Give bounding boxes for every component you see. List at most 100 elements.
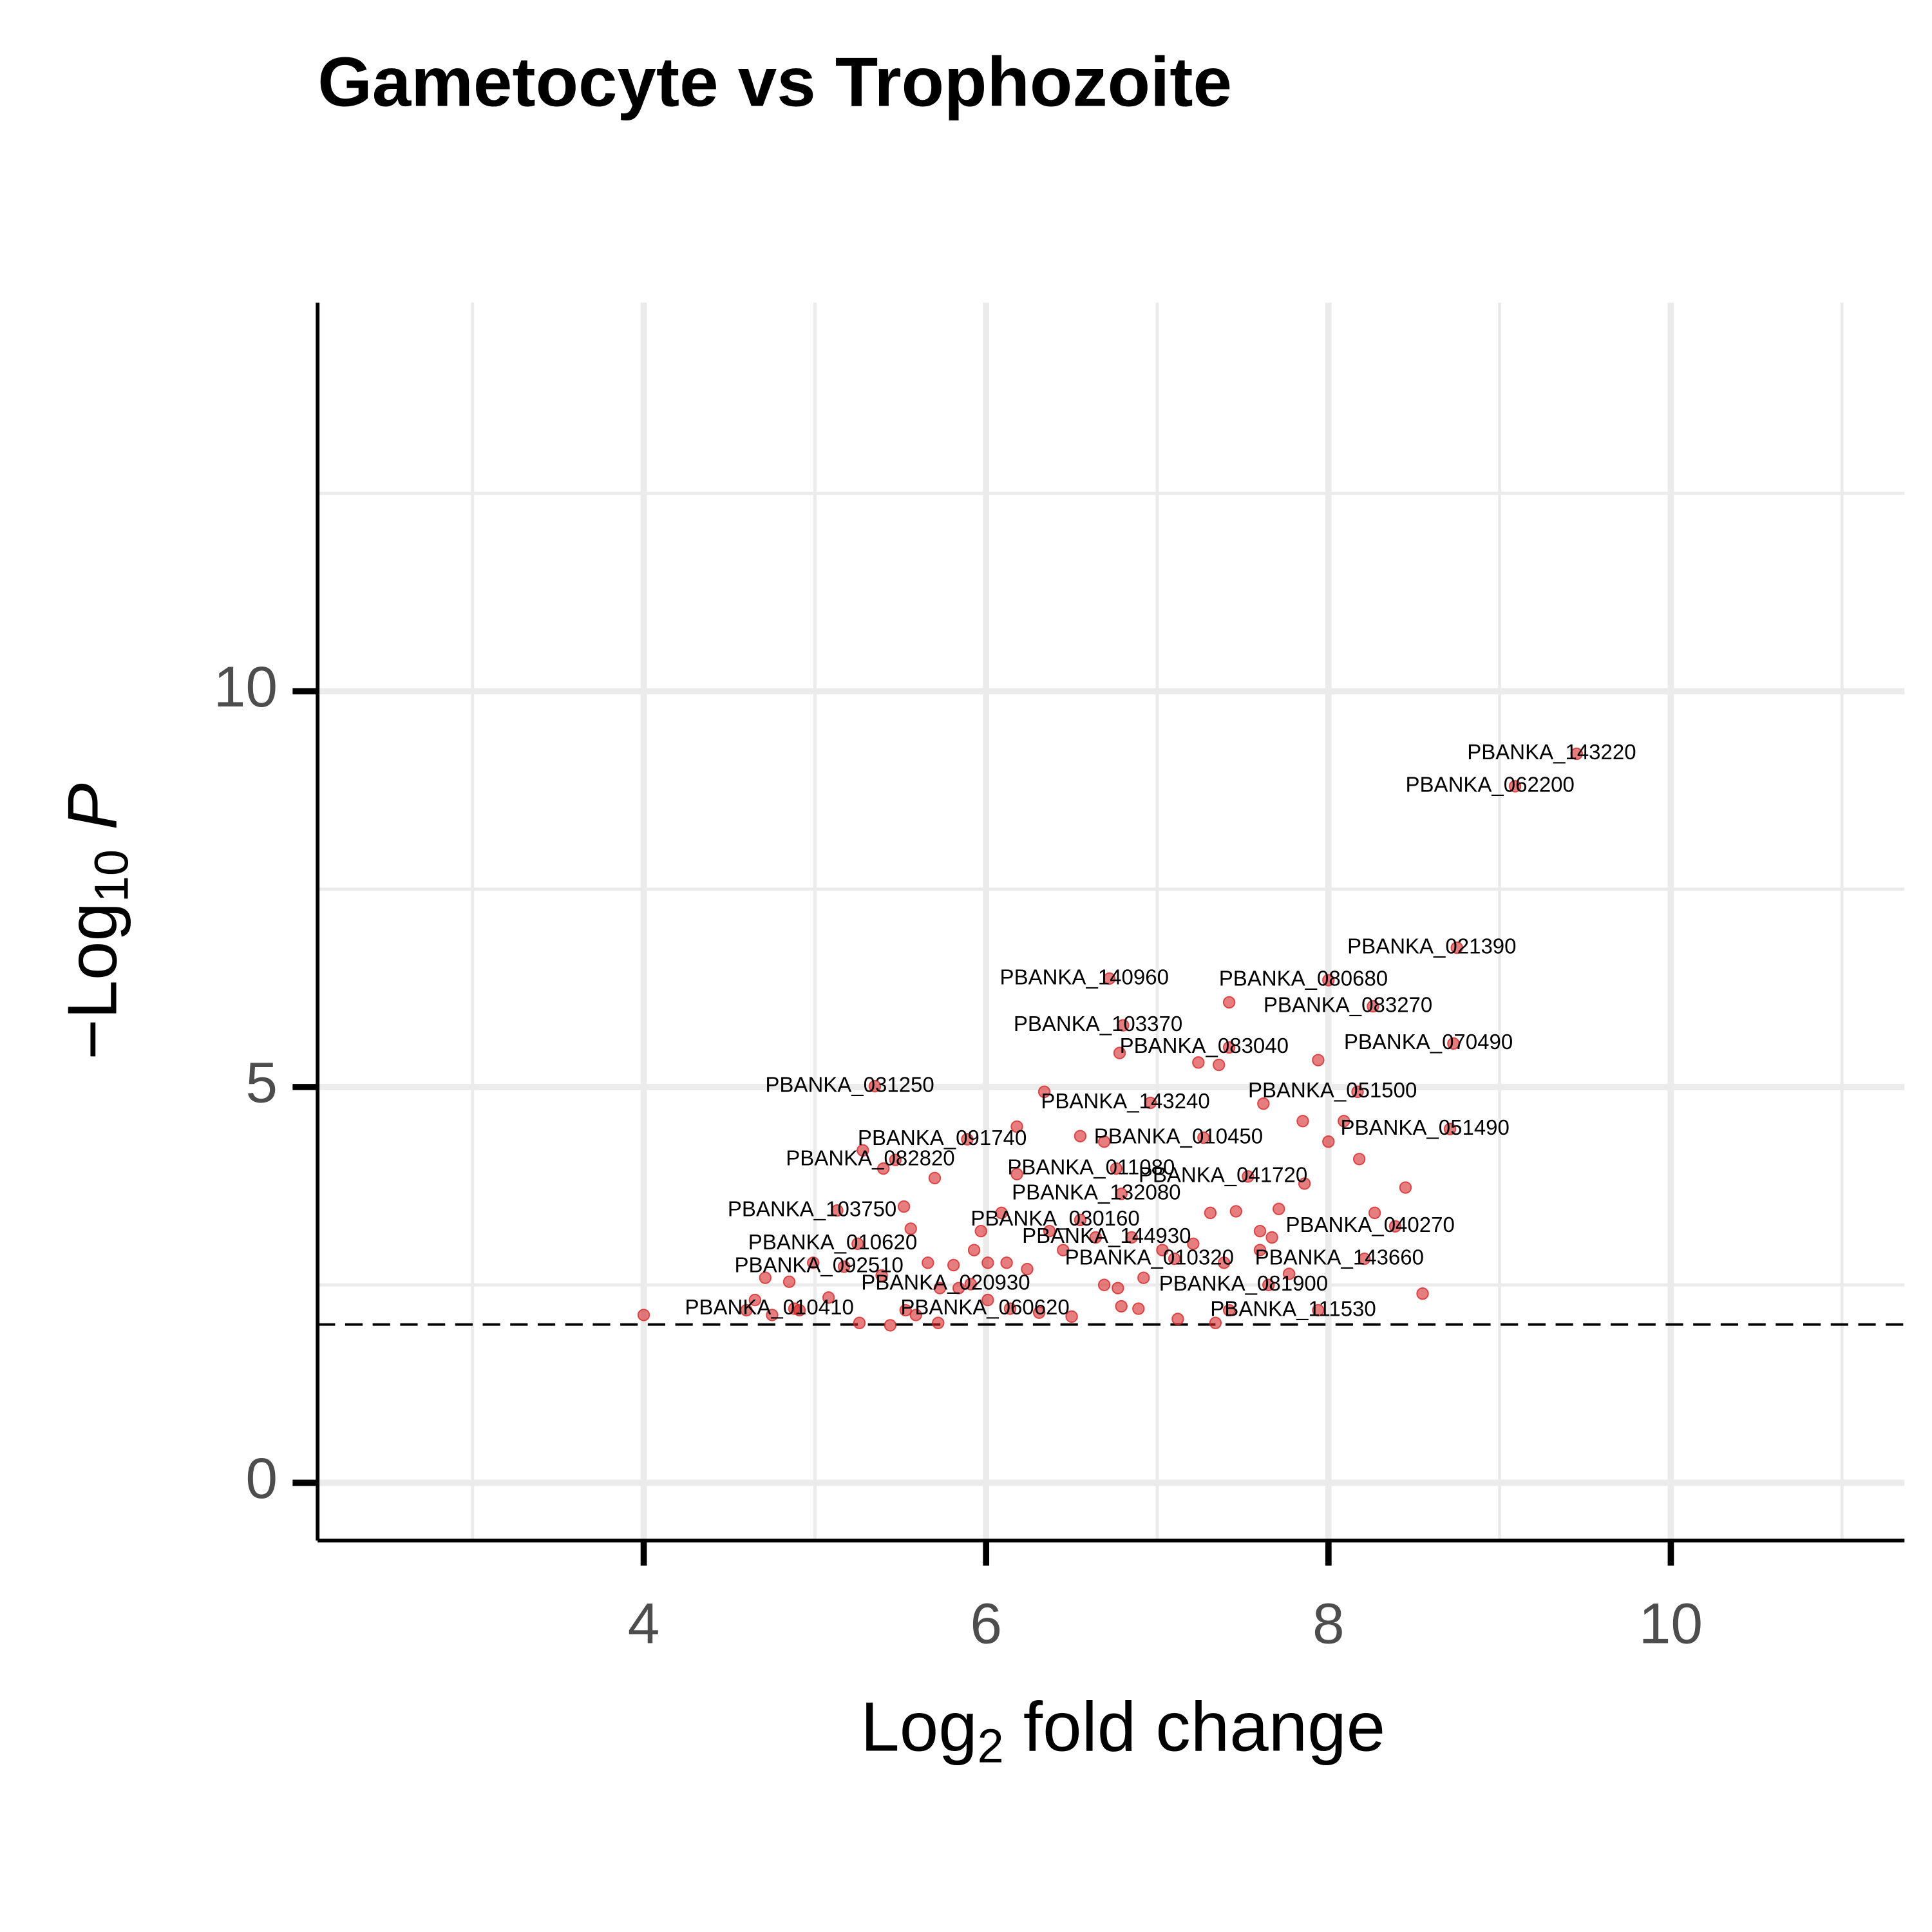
- point-label: PBANKA_132080: [1012, 1180, 1180, 1204]
- point: [1570, 747, 1583, 761]
- point: [1312, 1303, 1325, 1317]
- point: [1097, 1135, 1111, 1148]
- point: [1262, 1278, 1275, 1291]
- point: [1352, 1153, 1366, 1166]
- y-label-base: −Log: [53, 902, 131, 1060]
- point: [1450, 941, 1463, 954]
- point: [1443, 1122, 1457, 1135]
- point: [1003, 1302, 1017, 1315]
- y-label-sub: 10: [84, 849, 138, 902]
- point: [952, 1282, 965, 1294]
- point: [793, 1303, 806, 1317]
- point-label: PBANKA_091740: [858, 1126, 1027, 1150]
- point-label: PBANKA_011080: [1007, 1155, 1175, 1179]
- point: [928, 1171, 942, 1185]
- point-label: PBANKA_030160: [971, 1206, 1139, 1230]
- point: [759, 1271, 772, 1284]
- point: [1110, 1162, 1122, 1175]
- point: [1112, 1282, 1124, 1294]
- point: [1222, 996, 1236, 1009]
- point: [974, 1224, 987, 1238]
- point: [782, 1275, 796, 1289]
- point: [1117, 1019, 1130, 1032]
- point: [1115, 1188, 1128, 1200]
- point: [1192, 1056, 1205, 1069]
- point: [1021, 1262, 1034, 1276]
- point: [1010, 1168, 1023, 1180]
- point: [1010, 1120, 1023, 1133]
- point-label: PBANKA_103750: [728, 1197, 896, 1220]
- point-label: PBANKA_010410: [685, 1295, 853, 1319]
- point: [899, 1303, 912, 1317]
- point: [1229, 1205, 1242, 1218]
- x-label-rest: fold change: [1004, 1688, 1385, 1766]
- point-label: PBANKA_083270: [1264, 992, 1432, 1016]
- point-label: PBANKA_020930: [861, 1271, 1030, 1294]
- x-tick-label: 8: [1312, 1591, 1345, 1656]
- point: [1156, 1244, 1169, 1256]
- plot-area: 4 6 8 10 0 5 10 PBANKA_143220 PBANKA_062200 PBANK…: [214, 302, 1905, 1656]
- point-label: PBANKA_103370: [1014, 1012, 1182, 1036]
- point: [1103, 972, 1116, 985]
- point-label: PBANKA_143240: [1041, 1089, 1209, 1113]
- point-label: PBANKA_070490: [1344, 1030, 1513, 1054]
- point: [1097, 1278, 1111, 1291]
- point: [909, 1309, 922, 1321]
- point: [897, 1200, 911, 1213]
- point: [981, 1293, 994, 1307]
- point: [961, 1133, 974, 1146]
- point: [1312, 1054, 1325, 1066]
- point: [1242, 1170, 1255, 1183]
- point: [875, 1269, 888, 1282]
- point: [967, 1244, 981, 1256]
- point: [889, 1153, 902, 1166]
- point: [1358, 1252, 1371, 1265]
- point-label: PBANKA_041720: [1139, 1163, 1307, 1187]
- point: [1265, 1231, 1278, 1244]
- x-tick-label: 4: [628, 1591, 660, 1656]
- point: [1074, 1130, 1087, 1142]
- point: [1273, 1202, 1285, 1215]
- y-axis-label: −Log10 P: [53, 783, 138, 1060]
- point-label: PBANKA_060620: [900, 1295, 1069, 1319]
- point: [1322, 974, 1335, 987]
- point-label: PBANKA_010620: [748, 1230, 917, 1254]
- point: [1074, 1213, 1087, 1227]
- point: [947, 1258, 960, 1272]
- point: [1037, 1085, 1051, 1099]
- point: [1257, 1097, 1270, 1110]
- point: [1000, 1256, 1013, 1269]
- point: [1212, 1058, 1226, 1072]
- point-label: PBANKA_010320: [1065, 1245, 1234, 1269]
- point: [831, 1204, 844, 1217]
- point: [637, 1309, 650, 1321]
- point: [981, 1256, 994, 1269]
- point: [1197, 1131, 1210, 1144]
- point: [1125, 1231, 1138, 1244]
- point: [822, 1291, 835, 1304]
- point: [1168, 1252, 1181, 1265]
- point: [904, 1222, 917, 1235]
- point: [1132, 1302, 1145, 1315]
- point: [851, 1237, 864, 1251]
- x-label-base: Log: [860, 1688, 977, 1766]
- point-label: PBANKA_051500: [1248, 1078, 1417, 1102]
- point-label: PBANKA_010450: [1094, 1124, 1263, 1148]
- point: [1115, 1300, 1128, 1313]
- point: [995, 1206, 1008, 1220]
- point: [766, 1309, 779, 1321]
- x-axis-label: Log2 fold change: [860, 1688, 1385, 1772]
- y-tick-label: 0: [245, 1446, 278, 1510]
- point: [868, 1080, 882, 1093]
- point-label: PBANKA_080680: [1219, 967, 1388, 990]
- point: [1416, 1287, 1429, 1300]
- point: [877, 1162, 890, 1175]
- chart-title: Gametocyte vs Trophozoite: [317, 44, 1232, 122]
- point-label: PBANKA_143660: [1255, 1245, 1424, 1269]
- point: [1399, 1181, 1412, 1194]
- point: [1296, 1115, 1309, 1128]
- point: [1065, 1310, 1078, 1323]
- x-tick-label: 10: [1639, 1591, 1703, 1656]
- point-label: PBANKA_021390: [1347, 934, 1516, 958]
